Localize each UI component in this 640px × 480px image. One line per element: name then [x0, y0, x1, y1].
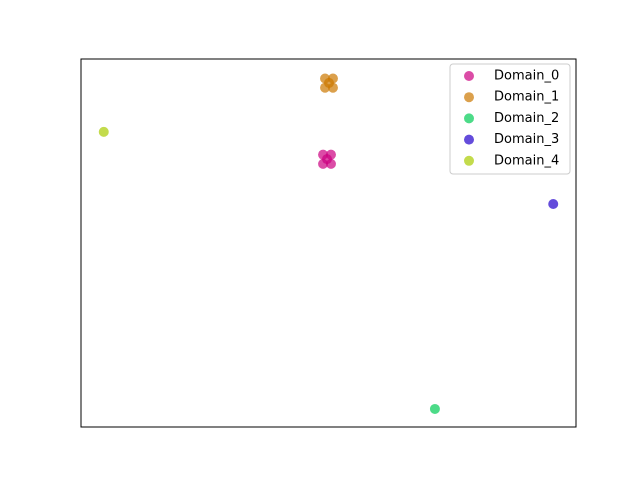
point: [548, 198, 559, 209]
legend-label: Domain_4: [494, 153, 559, 168]
point: [323, 77, 334, 88]
legend-marker: [464, 134, 474, 145]
axes-frame: [80, 58, 577, 428]
legend-label: Domain_0: [494, 69, 559, 84]
legend-marker: [464, 71, 474, 81]
legend-label: Domain_3: [494, 132, 559, 147]
legend-label: Domain_1: [494, 90, 559, 105]
legend-box: [449, 63, 571, 175]
legend-marker: [464, 92, 474, 103]
point: [322, 154, 333, 165]
point: [98, 126, 109, 137]
point: [429, 403, 440, 414]
legend-marker: [464, 113, 474, 124]
marks: [98, 73, 559, 414]
legend: Domain_0 Domain_1 Domain_2 Domain_3 Domain_4: [449, 63, 571, 175]
legend-marker: [464, 155, 474, 166]
legend-label: Domain_2: [494, 111, 559, 126]
